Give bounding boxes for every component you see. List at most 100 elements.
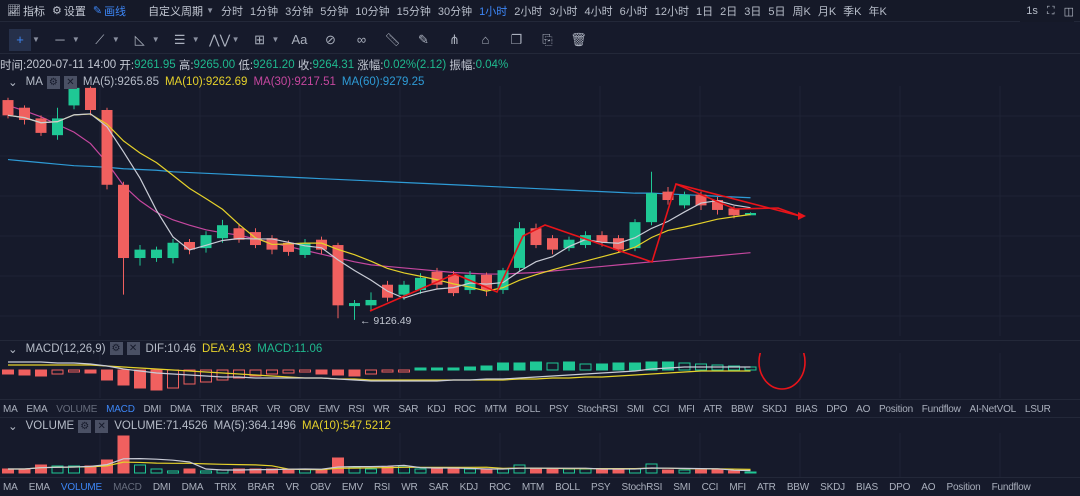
- candle-down[interactable]: [662, 191, 674, 201]
- candle-down[interactable]: [596, 235, 608, 242]
- tab-smi[interactable]: SMI: [626, 403, 644, 415]
- candle-down[interactable]: [728, 208, 740, 216]
- popout-icon[interactable]: ◫: [1063, 5, 1074, 18]
- tab-kdj[interactable]: KDJ: [459, 481, 478, 493]
- candle-up[interactable]: [299, 242, 311, 255]
- trend-drawing[interactable]: [369, 183, 801, 312]
- tab-boll[interactable]: BOLL: [555, 481, 580, 493]
- close-icon[interactable]: ✕: [63, 75, 77, 89]
- draw-button[interactable]: ✎ 画线: [92, 5, 127, 18]
- horizontal-line-icon[interactable]: ─: [55, 32, 65, 47]
- hide-drawings-icon[interactable]: ⊘: [325, 31, 336, 47]
- close-icon[interactable]: ✕: [126, 342, 140, 355]
- candle-down[interactable]: [85, 87, 96, 110]
- candle-down[interactable]: [35, 118, 47, 133]
- period-20[interactable]: 年K: [868, 5, 887, 18]
- tab-fundflow[interactable]: Fundflow: [991, 481, 1031, 493]
- candle-up[interactable]: [349, 303, 360, 307]
- tab-dpo[interactable]: DPO: [889, 481, 911, 493]
- angle-icon[interactable]: ◺: [134, 31, 145, 47]
- candle-down[interactable]: [613, 238, 624, 250]
- magnet-icon[interactable]: ⋔: [449, 31, 460, 47]
- tab-kdj[interactable]: KDJ: [427, 403, 446, 415]
- candle-down[interactable]: [19, 107, 30, 120]
- tab-lsur[interactable]: LSUR: [1024, 403, 1051, 415]
- tab-skdj[interactable]: SKDJ: [761, 403, 787, 415]
- tab-psy[interactable]: PSY: [549, 403, 569, 415]
- tab-atr[interactable]: ATR: [703, 403, 723, 415]
- tab-bbw[interactable]: BBW: [786, 481, 810, 493]
- candle-down[interactable]: [233, 228, 245, 240]
- tab-mfi[interactable]: MFI: [729, 481, 746, 493]
- candle-down[interactable]: [316, 239, 327, 250]
- tab-ao[interactable]: AO: [856, 403, 871, 415]
- candle-up[interactable]: [398, 284, 410, 295]
- ruler-icon[interactable]: 📏︎: [384, 31, 401, 47]
- settings-button[interactable]: ⚙ 设置: [51, 5, 86, 18]
- trash-icon[interactable]: 🗑︎: [570, 31, 587, 47]
- tab-brar[interactable]: BRAR: [247, 481, 275, 493]
- candle-up[interactable]: [365, 299, 377, 306]
- period-6[interactable]: 30分钟: [437, 5, 473, 18]
- period-16[interactable]: 5日: [768, 5, 786, 18]
- collapse-icon[interactable]: ⌄: [8, 421, 18, 433]
- candle-up[interactable]: [217, 225, 228, 239]
- tab-mtm[interactable]: MTM: [484, 403, 507, 415]
- candle-up[interactable]: [464, 274, 476, 291]
- period-18[interactable]: 月K: [817, 5, 837, 18]
- collapse-icon[interactable]: ⌄: [8, 77, 18, 89]
- tab-obv[interactable]: OBV: [289, 403, 310, 415]
- parallel-lines-icon[interactable]: ☰: [173, 31, 186, 47]
- tab-vr[interactable]: VR: [266, 403, 281, 415]
- candle-up[interactable]: [629, 222, 641, 249]
- chevron-down-icon[interactable]: ▼: [32, 35, 40, 44]
- macd-chart[interactable]: [0, 353, 1080, 398]
- tab-emv[interactable]: EMV: [341, 481, 363, 493]
- tab-roc[interactable]: ROC: [489, 481, 511, 493]
- tab-vr[interactable]: VR: [285, 481, 300, 493]
- candlestick-chart[interactable]: [0, 86, 1080, 336]
- tab-position[interactable]: Position: [878, 403, 913, 415]
- tab-rsi[interactable]: RSI: [374, 481, 391, 493]
- tab-stochrsi[interactable]: StochRSI: [621, 481, 663, 493]
- tab-cci[interactable]: CCI: [701, 481, 719, 493]
- close-icon[interactable]: ✕: [95, 419, 109, 433]
- crosshair-icon[interactable]: +: [9, 28, 31, 51]
- wave-icon[interactable]: ⋀⋁: [208, 31, 231, 47]
- tab-obv[interactable]: OBV: [310, 481, 331, 493]
- tab-macd[interactable]: MACD: [113, 481, 142, 493]
- period-9[interactable]: 3小时: [549, 5, 578, 18]
- period-10[interactable]: 4小时: [584, 5, 613, 18]
- copy-icon[interactable]: ❐: [510, 31, 523, 47]
- chevron-down-icon[interactable]: ▼: [271, 35, 280, 44]
- volume-chart[interactable]: [0, 433, 1080, 478]
- link-icon[interactable]: ∞: [356, 32, 367, 47]
- candle-up[interactable]: [646, 193, 657, 223]
- candle-up[interactable]: [200, 235, 212, 249]
- tab-volume[interactable]: VOLUME: [56, 403, 98, 415]
- chevron-down-icon[interactable]: ▼: [191, 35, 200, 44]
- text-icon[interactable]: Aa: [291, 32, 308, 47]
- refresh-interval[interactable]: 1s: [1026, 5, 1038, 17]
- candle-up[interactable]: [167, 242, 179, 259]
- tab-ai-netvol[interactable]: AI-NetVOL: [969, 403, 1017, 415]
- period-5[interactable]: 15分钟: [396, 5, 431, 18]
- period-19[interactable]: 季K: [843, 5, 862, 18]
- gear-icon[interactable]: ⚙: [109, 342, 123, 355]
- period-11[interactable]: 6小时: [619, 5, 648, 18]
- candle-up[interactable]: [134, 249, 146, 259]
- tab-ema[interactable]: EMA: [26, 403, 48, 415]
- tab-boll[interactable]: BOLL: [515, 403, 541, 415]
- tab-skdj[interactable]: SKDJ: [820, 481, 845, 493]
- chevron-down-icon[interactable]: ▼: [71, 35, 80, 44]
- tab-mtm[interactable]: MTM: [521, 481, 544, 493]
- tab-brar[interactable]: BRAR: [231, 403, 259, 415]
- candle-down[interactable]: [184, 241, 195, 250]
- candle-up[interactable]: [745, 213, 756, 216]
- save-icon[interactable]: ⎘: [542, 31, 553, 47]
- period-3[interactable]: 5分钟: [320, 5, 349, 18]
- tab-sar[interactable]: SAR: [398, 403, 419, 415]
- tab-volume[interactable]: VOLUME: [60, 481, 102, 493]
- tab-dmi[interactable]: DMI: [143, 403, 162, 415]
- period-2[interactable]: 3分钟: [285, 5, 314, 18]
